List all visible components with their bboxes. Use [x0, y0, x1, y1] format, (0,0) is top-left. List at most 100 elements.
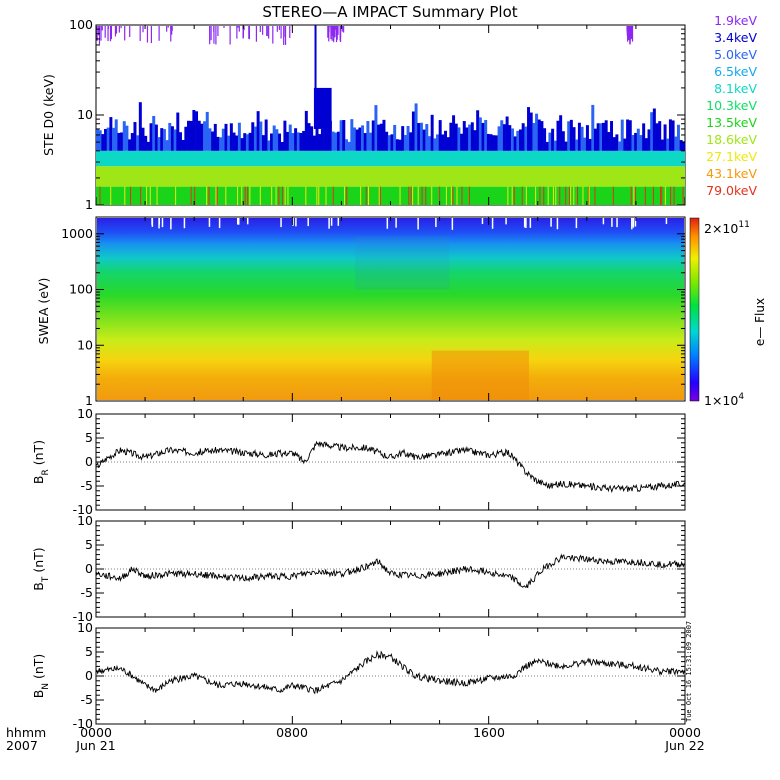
- colorbar-min-label: 1×104: [704, 392, 744, 408]
- ste-flux-bar: [302, 130, 306, 151]
- swea-depleted-region: [355, 236, 450, 290]
- ste-high-energy-mark: [635, 186, 637, 205]
- ste-flux-bar: [532, 123, 536, 151]
- ste-flux-bar: [668, 119, 672, 151]
- ste-flux-bar: [521, 123, 525, 151]
- ste-ytick-label: 100: [69, 17, 93, 32]
- swea-data-gap: [246, 218, 249, 225]
- ste-flux-bar: [476, 110, 480, 151]
- ste-lowenergy-mark: [118, 26, 120, 33]
- ste-high-energy-mark: [130, 186, 132, 205]
- ste-flux-bar: [650, 112, 654, 151]
- ste-flux-bar: [626, 119, 630, 151]
- ste-high-energy-mark: [630, 186, 632, 205]
- ste-lowenergy-mark: [276, 26, 278, 32]
- ste-high-energy-mark: [124, 186, 126, 205]
- ste-high-energy-mark: [325, 186, 327, 205]
- energy-legend-entry: 5.0keV: [714, 47, 757, 62]
- swea-data-gap: [280, 218, 282, 228]
- ste-flux-bar: [486, 133, 490, 151]
- ste-lowenergy-mark: [170, 26, 172, 30]
- ste-flux-bar: [436, 134, 439, 151]
- ste-flux-bar: [639, 135, 643, 151]
- ste-flux-bar: [489, 134, 493, 151]
- swea-data-gap: [491, 218, 494, 229]
- ste-flux-bar: [535, 113, 539, 151]
- ste-flux-bar: [588, 138, 592, 151]
- energy-legend-entry: 6.5keV: [714, 64, 757, 79]
- ste-high-energy-mark: [216, 186, 218, 205]
- ste-high-energy-mark: [379, 186, 381, 205]
- ste-high-energy-mark: [521, 186, 523, 205]
- ste-high-energy-mark: [275, 186, 277, 205]
- swea-data-gap: [330, 218, 333, 226]
- ste-flux-bar: [114, 119, 118, 151]
- ste-high-energy-mark: [190, 186, 192, 205]
- ste-lowenergy-mark: [333, 26, 335, 43]
- ste-flux-bar: [304, 110, 308, 151]
- ste-lowenergy-mark: [631, 26, 634, 42]
- ste-lowenergy-mark: [268, 26, 270, 39]
- bt-ytick-label: 10: [77, 513, 93, 528]
- ste-high-energy-mark: [539, 186, 541, 205]
- ste-flux-bar: [235, 135, 239, 151]
- ste-flux-bar: [551, 128, 555, 151]
- ste-flux-bar: [326, 116, 330, 151]
- ste-high-energy-mark: [431, 186, 433, 205]
- ste-flux-bar: [176, 112, 180, 151]
- ste-flux-bar: [433, 138, 437, 151]
- swea-data-gap: [337, 218, 340, 226]
- ste-lowenergy-mark: [629, 26, 631, 30]
- ste-flux-bar: [374, 105, 378, 151]
- ste-high-energy-mark: [612, 186, 614, 205]
- ste-flux-bar: [264, 119, 268, 151]
- ste-flux-bar: [660, 139, 664, 151]
- ste-high-energy-mark: [573, 186, 575, 205]
- ste-flux-bar: [125, 125, 129, 151]
- ste-high-energy-mark: [316, 186, 318, 205]
- ste-flux-bar: [232, 132, 236, 151]
- swea-data-gap: [208, 218, 211, 227]
- colorbar-min-exponent: 4: [738, 392, 744, 402]
- ste-flux-bar: [178, 132, 182, 151]
- br-ytick-label: -5: [81, 478, 93, 493]
- ste-flux-bar: [312, 135, 316, 151]
- swea-data-gap: [158, 218, 161, 225]
- ste-flux-bar: [197, 120, 201, 151]
- ste-flux-bar: [361, 125, 365, 151]
- ste-lowenergy-mark: [272, 26, 274, 44]
- ste-lowenergy-mark: [109, 26, 112, 42]
- ste-high-energy-mark: [206, 186, 208, 205]
- ste-lowenergy-mark: [209, 26, 211, 45]
- ste-flux-bar: [385, 131, 389, 151]
- bn-ylabel-subscript: N: [41, 683, 51, 690]
- ste-high-energy-mark: [569, 186, 571, 205]
- ste-lowenergy-mark: [631, 26, 633, 40]
- ste-high-energy-mark: [410, 186, 412, 205]
- ste-lowenergy-mark: [166, 26, 168, 32]
- swea-data-gap: [417, 218, 419, 230]
- swea-panel: 1 10 100 1000 SWEA (eV) 2×1011 1×104 e— Flu…: [36, 216, 767, 408]
- ste-flux-bar: [422, 129, 426, 151]
- ste-flux-bar: [366, 121, 370, 151]
- ste-flux-bar: [618, 141, 622, 151]
- ste-flux-bar: [154, 124, 158, 151]
- ste-lowenergy-mark: [167, 26, 169, 28]
- ste-flux-bar: [144, 135, 148, 151]
- ste-flux-bar: [604, 120, 608, 151]
- swea-data-gap: [550, 218, 552, 227]
- bt-ylabel-unit: (nT): [31, 547, 46, 576]
- swea-ytick-label: 100: [69, 282, 93, 297]
- swea-data-gap: [218, 218, 221, 229]
- xaxis-tick-label-0000-start: 0000: [80, 725, 112, 740]
- ste-flux-bar: [272, 125, 276, 151]
- ste-flux-bar: [398, 139, 402, 151]
- swea-data-gap: [161, 218, 164, 228]
- ste-flux-bar: [200, 123, 204, 151]
- ste-lowenergy-mark: [129, 26, 131, 37]
- ste-high-energy-mark: [346, 186, 348, 205]
- swea-data-gap: [665, 218, 668, 225]
- xaxis-row-label-hhmm: hhmm: [6, 725, 46, 740]
- ste-flux-bar: [211, 131, 215, 151]
- bt-ytick-label: -5: [81, 585, 93, 600]
